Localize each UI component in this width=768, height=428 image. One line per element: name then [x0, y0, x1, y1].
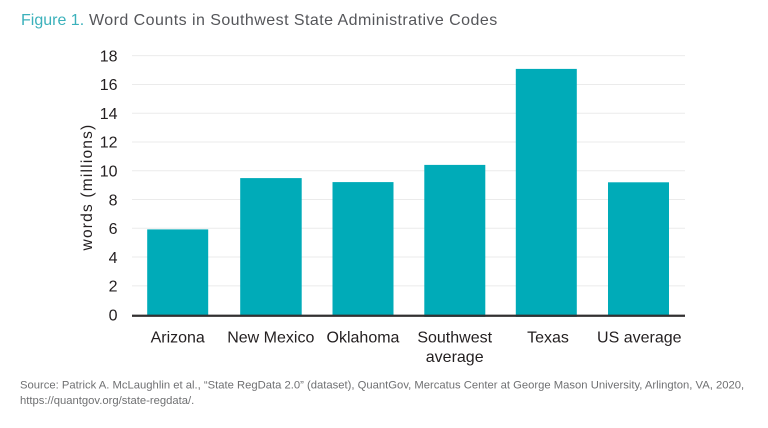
svg-text:average: average: [426, 349, 484, 366]
svg-text:Source: Patrick A. McLaughlin: Source: Patrick A. McLaughlin et al., “S…: [20, 380, 744, 392]
svg-text:16: 16: [100, 77, 118, 94]
svg-text:New Mexico: New Mexico: [227, 330, 314, 347]
svg-text:6: 6: [109, 221, 118, 238]
svg-text:0: 0: [109, 307, 118, 324]
svg-text:Southwest: Southwest: [417, 330, 492, 347]
svg-text:words (millions): words (millions): [79, 124, 96, 252]
svg-text:https://quantgov.org/state-reg: https://quantgov.org/state-regdata/.: [20, 395, 194, 407]
svg-text:10: 10: [100, 164, 118, 181]
svg-text:14: 14: [100, 106, 118, 123]
svg-text:8: 8: [109, 192, 118, 209]
svg-text:Figure 1. Word Counts in South: Figure 1. Word Counts in Southwest State…: [21, 12, 498, 29]
svg-text:4: 4: [109, 250, 118, 267]
svg-text:Oklahoma: Oklahoma: [327, 330, 400, 347]
svg-text:Texas: Texas: [527, 330, 569, 347]
svg-text:18: 18: [100, 48, 118, 65]
svg-text:12: 12: [100, 135, 118, 152]
svg-text:Arizona: Arizona: [151, 330, 205, 347]
svg-text:2: 2: [109, 279, 118, 296]
svg-text:US average: US average: [597, 330, 682, 347]
